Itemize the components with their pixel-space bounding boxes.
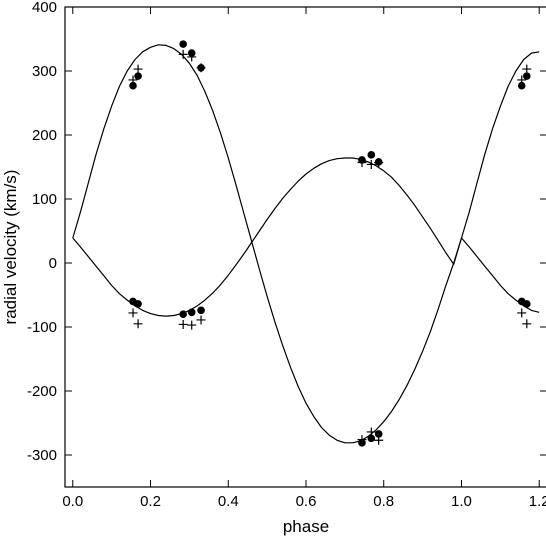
data-point-filled <box>367 434 376 443</box>
data-point-plus <box>517 308 527 318</box>
data-point-filled <box>187 308 196 317</box>
x-axis-ticks: 0.0 0.2 0.4 0.6 0.8 1.0 1.2 <box>62 7 546 510</box>
data-point-plus <box>366 427 376 437</box>
data-point-filled <box>179 310 187 319</box>
y-tick-label: -100 <box>27 319 57 336</box>
x-tick-label: 1.0 <box>451 493 472 510</box>
x-tick-label: 0.8 <box>373 493 394 510</box>
x-tick-label: 0.4 <box>218 493 239 510</box>
data-point-plus <box>133 64 143 74</box>
data-point-filled <box>179 40 187 48</box>
y-tick-label: -200 <box>27 383 57 400</box>
data-point-plus <box>196 315 206 325</box>
data-point-plus <box>517 75 527 85</box>
data-point-filled <box>134 300 142 308</box>
x-tick-label: 0.0 <box>62 493 83 510</box>
data-point-filled <box>522 72 531 80</box>
data-point-plus <box>357 158 367 168</box>
data-point-plus <box>522 64 532 74</box>
data-point-plus <box>357 435 367 445</box>
data-point-filled <box>129 81 137 90</box>
data-point-filled <box>517 81 526 90</box>
data-point-filled <box>374 430 383 438</box>
y-tick-label: -300 <box>27 447 57 464</box>
data-point-plus <box>374 158 384 168</box>
data-point-plus <box>187 320 197 330</box>
data-point-filled <box>522 300 531 308</box>
data-point-plus <box>522 319 532 329</box>
y-tick-label: 100 <box>32 191 57 208</box>
y-axis-ticks: -300 -200 -100 0 100 200 300 400 <box>27 0 546 464</box>
y-tick-label: 400 <box>32 0 57 16</box>
observed-points <box>128 40 532 447</box>
data-point-plus <box>178 319 188 329</box>
y-tick-label: 300 <box>32 63 57 80</box>
y-tick-label: 200 <box>32 127 57 144</box>
data-point-plus <box>187 52 197 62</box>
model-curves <box>72 44 540 444</box>
x-axis-title: phase <box>283 517 329 536</box>
data-point-plus <box>374 435 384 445</box>
data-point-filled <box>197 306 205 315</box>
data-point-plus <box>366 159 376 169</box>
model-curve <box>72 157 540 317</box>
data-point-filled <box>134 72 142 80</box>
data-point-filled <box>367 151 376 159</box>
x-tick-label: 0.2 <box>140 493 161 510</box>
data-point-plus <box>133 319 143 329</box>
y-axis-title: radial velocity (km/s) <box>1 170 20 325</box>
data-point-plus <box>178 49 188 59</box>
x-tick-label: 0.6 <box>296 493 317 510</box>
x-tick-label: 1.2 <box>529 493 546 510</box>
y-tick-label: 0 <box>49 255 57 272</box>
data-point-plus <box>128 308 138 318</box>
data-point-plus <box>196 63 206 73</box>
model-curve <box>72 44 540 444</box>
data-point-plus <box>128 75 138 85</box>
